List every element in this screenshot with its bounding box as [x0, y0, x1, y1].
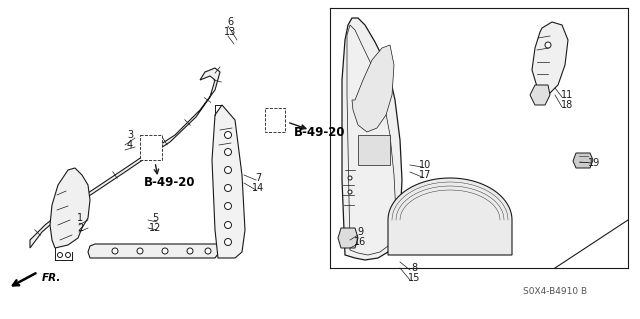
Text: B-49-20: B-49-20 — [144, 175, 196, 189]
Circle shape — [112, 248, 118, 254]
Text: 12: 12 — [149, 223, 161, 233]
Circle shape — [225, 131, 232, 138]
Circle shape — [348, 190, 352, 194]
Text: 15: 15 — [408, 273, 420, 283]
Polygon shape — [30, 68, 220, 248]
Text: 10: 10 — [419, 160, 431, 170]
Text: 9: 9 — [357, 227, 363, 237]
Text: 1: 1 — [77, 213, 83, 223]
Circle shape — [225, 149, 232, 155]
Text: S0X4-B4910 B: S0X4-B4910 B — [523, 287, 587, 296]
Circle shape — [348, 176, 352, 180]
Polygon shape — [338, 228, 358, 248]
Text: 6: 6 — [227, 17, 233, 27]
Polygon shape — [358, 135, 390, 165]
Polygon shape — [532, 22, 568, 95]
Circle shape — [225, 239, 232, 246]
Text: 16: 16 — [354, 237, 366, 247]
Circle shape — [225, 203, 232, 210]
Circle shape — [58, 253, 63, 257]
Text: 4: 4 — [127, 140, 133, 150]
Text: 3: 3 — [127, 130, 133, 140]
Text: 8: 8 — [411, 263, 417, 273]
Polygon shape — [573, 153, 593, 168]
Circle shape — [225, 221, 232, 228]
Polygon shape — [530, 85, 550, 105]
Polygon shape — [146, 139, 157, 156]
Circle shape — [205, 248, 211, 254]
Text: 14: 14 — [252, 183, 264, 193]
Text: 2: 2 — [77, 223, 83, 233]
Text: 5: 5 — [152, 213, 158, 223]
Text: 17: 17 — [419, 170, 431, 180]
Polygon shape — [50, 168, 90, 248]
Text: B-49-20: B-49-20 — [294, 125, 346, 138]
Text: 11: 11 — [561, 90, 573, 100]
Text: 7: 7 — [255, 173, 261, 183]
Circle shape — [137, 248, 143, 254]
Bar — [140, 135, 162, 160]
Polygon shape — [212, 105, 245, 258]
Text: 19: 19 — [588, 158, 600, 168]
Polygon shape — [342, 18, 402, 260]
Circle shape — [162, 248, 168, 254]
Polygon shape — [388, 178, 512, 255]
Bar — [265, 108, 285, 132]
Polygon shape — [148, 137, 155, 140]
Polygon shape — [88, 244, 220, 258]
Text: 18: 18 — [561, 100, 573, 110]
Text: 13: 13 — [224, 27, 236, 37]
Circle shape — [225, 167, 232, 174]
Polygon shape — [271, 110, 279, 113]
Polygon shape — [352, 45, 394, 132]
Circle shape — [187, 248, 193, 254]
Circle shape — [545, 42, 551, 48]
Circle shape — [65, 253, 70, 257]
Circle shape — [225, 184, 232, 191]
Polygon shape — [270, 112, 280, 128]
Text: FR.: FR. — [42, 273, 61, 283]
